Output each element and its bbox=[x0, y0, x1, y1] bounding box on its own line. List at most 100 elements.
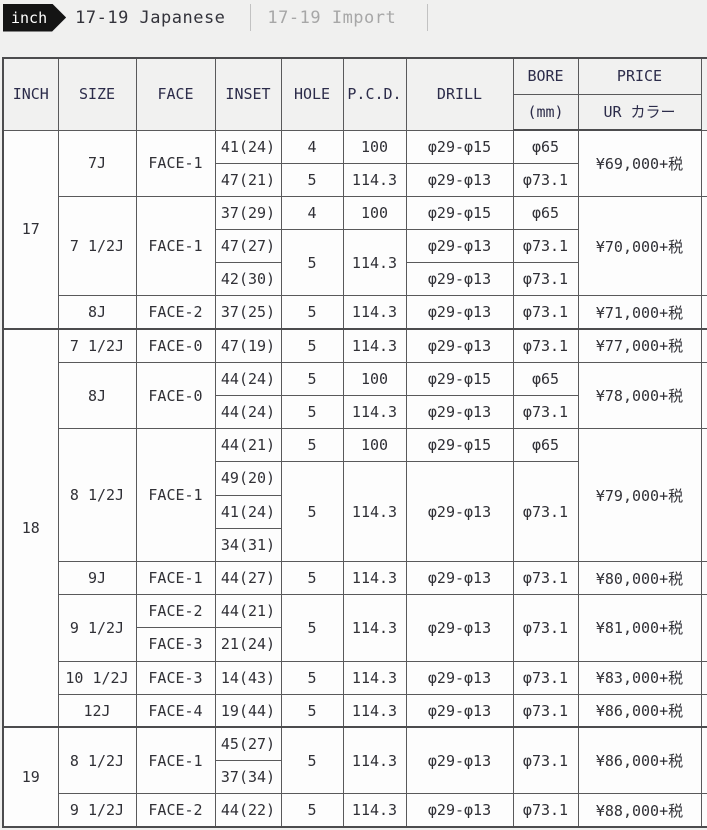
cell-bore: φ73.1 bbox=[512, 793, 579, 828]
cell-face: FACE-2 bbox=[135, 793, 216, 828]
cell-pcd: 114.3 bbox=[342, 461, 407, 562]
cell-hole: 5 bbox=[280, 361, 344, 397]
cell-inset: 42(30) bbox=[214, 262, 282, 297]
cell-hole: 5 bbox=[280, 726, 344, 795]
cell-bore: φ65 bbox=[512, 129, 579, 164]
tab-divider bbox=[427, 4, 429, 31]
cell-drill: φ29-φ13 bbox=[405, 461, 514, 562]
spec-table-body: 17 7J FACE-1 41(24) 4 100 φ29-φ15 φ65 ¥69,000+税 4… bbox=[2, 129, 707, 828]
cell-bore: φ65 bbox=[512, 428, 579, 463]
table-row: 42(30) φ29-φ13 φ73.1 bbox=[3, 262, 707, 297]
cell-size: 8J bbox=[57, 361, 137, 430]
cell-pcd: 114.3 bbox=[342, 693, 407, 728]
cell-size: SIZE bbox=[57, 57, 137, 131]
cell-inset: 45(27) bbox=[214, 726, 282, 762]
cell-drill: φ29-φ13 bbox=[405, 660, 514, 695]
cell-extra bbox=[700, 693, 707, 728]
cell-price: ¥70,000+税 bbox=[577, 195, 702, 297]
cell-bore: φ73.1 bbox=[512, 295, 579, 330]
table-row: 8J FACE-2 37(25) 5 114.3 φ29-φ13 φ73.1 ¥71,000+… bbox=[3, 295, 707, 330]
cell-hole: 4 bbox=[280, 195, 344, 231]
tab-17-19-import[interactable]: 17-19 Import bbox=[267, 7, 397, 28]
table-row: 12J FACE-4 19(44) 5 114.3 φ29-φ13 φ73.1 ¥86,000… bbox=[3, 693, 707, 728]
cell-inch: 19 bbox=[2, 726, 59, 828]
cell-drill: φ29-φ15 bbox=[405, 361, 514, 397]
cell-inset: 21(24) bbox=[214, 627, 282, 662]
cell-inch: 17 bbox=[2, 129, 59, 330]
cell-price: ¥71,000+税 bbox=[577, 295, 702, 330]
cell-pcd: 114.3 bbox=[342, 394, 407, 430]
cell-pcd: 114.3 bbox=[342, 295, 407, 330]
cell-size: 12J bbox=[57, 693, 137, 728]
cell-inset: 41(24) bbox=[214, 129, 282, 164]
cell-size: 8 1/2J bbox=[57, 428, 137, 562]
cell-bore: φ73.1 bbox=[512, 726, 579, 795]
cell-inset: 44(21) bbox=[214, 594, 282, 629]
spec-table-wrapper: INCH SIZE FACE INSET HOLE P.C.D. DRILL BORE PRIC… bbox=[2, 57, 707, 828]
table-row: 10 1/2J FACE-3 14(43) 5 114.3 φ29-φ13 φ73.1 ¥83… bbox=[3, 660, 707, 695]
cell-hole: 5 bbox=[280, 660, 344, 695]
table-row: 34(31) bbox=[3, 527, 707, 562]
table-row: 7 1/2J FACE-1 37(29) 4 100 φ29-φ15 φ65 ¥70,000+… bbox=[3, 195, 707, 297]
cell-size: 7 1/2J bbox=[57, 328, 137, 363]
cell-bore: φ65 bbox=[512, 195, 579, 231]
cell-price: PRICE bbox=[577, 57, 702, 95]
table-row: 17 7J FACE-1 41(24) 4 100 φ29-φ15 φ65 ¥69,000+税 bbox=[2, 129, 707, 330]
cell-hole: 5 bbox=[280, 295, 344, 330]
table-row: 8J FACE-0 44(24) 5 100 φ29-φ15 φ65 ¥78,000+税 bbox=[3, 361, 707, 430]
table-row: 37(34) bbox=[3, 760, 707, 795]
cell-inch: 18 bbox=[2, 328, 59, 728]
cell-face: FACE-2 bbox=[135, 295, 216, 330]
cell-face: FACE-1 bbox=[135, 560, 216, 596]
cell-size: 10 1/2J bbox=[57, 660, 137, 695]
cell-hole: 5 bbox=[280, 560, 344, 596]
cell-pcd: 114.3 bbox=[342, 793, 407, 828]
cell-face: FACE-3 bbox=[135, 660, 216, 695]
cell-pcd: 114.3 bbox=[342, 328, 407, 363]
cell-pcd: 114.3 bbox=[342, 229, 407, 297]
inch-tag-badge: inch bbox=[3, 4, 66, 32]
table-row: 19 8 1/2J FACE-1 45(27) 5 114.3 φ29-φ13 φ73.1 ¥8… bbox=[2, 726, 707, 828]
table-row: (mm) UR カラー bbox=[3, 93, 707, 131]
cell-bore: φ73.1 bbox=[512, 461, 579, 562]
tab-17-19-japanese[interactable]: 17-19 Japanese bbox=[75, 7, 226, 28]
cell-inset: 41(24) bbox=[214, 494, 282, 529]
cell-price: ¥79,000+税 bbox=[577, 428, 702, 562]
cell-size: 9 1/2J bbox=[57, 594, 137, 662]
cell-inset: 34(31) bbox=[214, 527, 282, 562]
table-row: 9 1/2J FACE-2 44(22) 5 114.3 φ29-φ13 φ73.1 ¥88,… bbox=[3, 793, 707, 828]
cell-extra bbox=[700, 361, 707, 430]
cell-face: FACE-2 bbox=[135, 594, 216, 629]
cell-drill: φ29-φ15 bbox=[405, 129, 514, 164]
cell-face: FACE bbox=[135, 57, 216, 131]
cell-bore: φ73.1 bbox=[512, 262, 579, 297]
cell-inset: 44(24) bbox=[214, 394, 282, 430]
cell-bore: φ73.1 bbox=[512, 162, 579, 197]
cell-size: 8J bbox=[57, 295, 137, 330]
cell-face: FACE-1 bbox=[135, 428, 216, 562]
cell-inset: 44(21) bbox=[214, 428, 282, 463]
cell-face: FACE-1 bbox=[135, 726, 216, 795]
cell-drill: φ29-φ13 bbox=[405, 295, 514, 330]
cell-pcd: 100 bbox=[342, 428, 407, 463]
cell-hole: 5 bbox=[280, 461, 344, 562]
cell-bore: φ73.1 bbox=[512, 229, 579, 264]
cell-extra bbox=[700, 660, 707, 695]
cell-drill: φ29-φ15 bbox=[405, 428, 514, 463]
cell-inset: 37(25) bbox=[214, 295, 282, 330]
cell-size: 9 1/2J bbox=[57, 793, 137, 828]
cell-hole: 5 bbox=[280, 394, 344, 430]
cell-drill: φ29-φ13 bbox=[405, 594, 514, 662]
cell-pcd: 114.3 bbox=[342, 162, 407, 197]
cell-price: ¥78,000+税 bbox=[577, 361, 702, 430]
cell-size: 8 1/2J bbox=[57, 726, 137, 795]
cell-inset: 19(44) bbox=[214, 693, 282, 728]
cell-size: 7 1/2J bbox=[57, 195, 137, 297]
cell-price: ¥83,000+税 bbox=[577, 660, 702, 695]
cell-drill: φ29-φ13 bbox=[405, 726, 514, 795]
cell-pcd: 100 bbox=[342, 129, 407, 164]
cell-hole: 5 bbox=[280, 428, 344, 463]
cell-extra bbox=[700, 129, 707, 197]
cell-extra bbox=[700, 726, 707, 795]
